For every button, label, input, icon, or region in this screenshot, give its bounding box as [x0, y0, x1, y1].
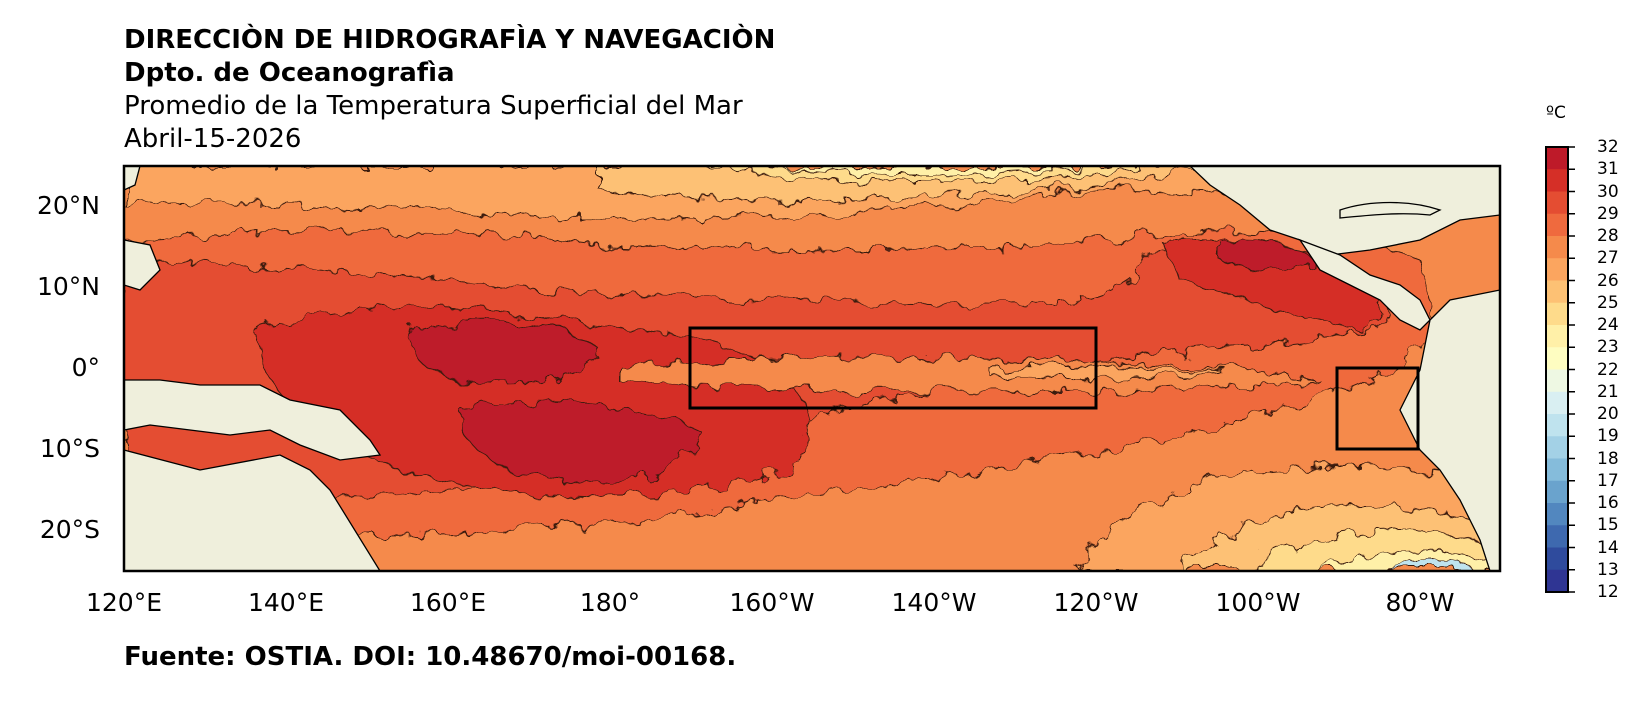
colorbar-segment: [1546, 525, 1568, 548]
lat-label-10s: 10°S: [39, 434, 100, 463]
land-cuba: [1339, 201, 1442, 219]
colorbar-segment: [1546, 369, 1568, 393]
colorbar-tick-label: 26: [1597, 270, 1619, 291]
colorbar-segment: [1546, 458, 1568, 482]
land-australia: [124, 449, 381, 571]
colorbar-tick-label: 27: [1597, 248, 1619, 269]
colorbar-segment: [1546, 236, 1568, 259]
colorbar-tick-label: 31: [1597, 159, 1619, 180]
colorbar-segment: [1546, 503, 1568, 526]
colorbar-tick-label: 25: [1597, 292, 1619, 313]
colorbar-segment: [1546, 191, 1568, 215]
colorbar-tick-label: 17: [1597, 470, 1619, 491]
land-philippines: [124, 239, 161, 291]
colorbar-segment: [1546, 480, 1568, 504]
title-department: Dpto. de Oceanografìa: [124, 58, 455, 88]
colorbar-segment: [1546, 347, 1568, 370]
map-title-block: DIRECCIÒN DE HIDROGRAFÌA Y NAVEGACIÒN Dp…: [124, 24, 775, 156]
colorbar-tick-label: 20: [1597, 404, 1619, 424]
colorbar-segment: [1546, 547, 1568, 571]
lon-label-120w: 120°W: [1053, 588, 1139, 617]
sst-contour-23: [759, 166, 1101, 176]
colorbar-segment: [1546, 258, 1568, 281]
lon-label-160e: 160°E: [409, 588, 487, 617]
land-central-america: [1298, 238, 1431, 331]
colorbar-segment: [1546, 569, 1568, 593]
lon-label-140e: 140°E: [247, 588, 325, 617]
lon-label-120e: 120°E: [85, 588, 163, 617]
nino34-box: [688, 326, 1098, 410]
lon-label-80w: 80°W: [1385, 588, 1455, 617]
colorbar-segment: [1546, 391, 1568, 415]
colorbar-segment: [1546, 414, 1568, 437]
title-date: Abril-15-2026: [124, 124, 302, 154]
colorbar-tick-label: 18: [1597, 448, 1619, 469]
lat-label-0: 0°: [71, 353, 100, 382]
lon-label-100w: 100°W: [1215, 588, 1301, 617]
colorbar-segment: [1546, 147, 1568, 170]
colorbar-tick-label: 23: [1597, 337, 1619, 358]
colorbar-segment: [1546, 213, 1568, 237]
sst-field: [124, 166, 1500, 571]
colorbar-segment: [1546, 436, 1568, 459]
sst-contour-31-west: [411, 319, 601, 385]
sst-cold-tongue-core: [989, 365, 1231, 379]
land-new-guinea: [124, 379, 382, 461]
lon-label-140w: 140°W: [891, 588, 977, 617]
map-frame: [122, 164, 1502, 573]
colorbar-tick-label: 16: [1597, 493, 1619, 513]
colorbar-tick-label: 32: [1597, 137, 1619, 157]
lat-label-10n: 10°N: [36, 272, 100, 301]
sst-contour-19-se: [1389, 562, 1471, 571]
colorbar-tick-label: 30: [1597, 181, 1619, 202]
title-description: Promedio de la Temperatura Superficial d…: [124, 91, 743, 121]
colorbar-tick-label: 22: [1597, 359, 1619, 380]
lat-label-20n: 20°N: [36, 191, 100, 220]
nino12-box: [1335, 366, 1420, 451]
lon-label-180: 180°: [579, 588, 641, 617]
colorbar-tick-label: 21: [1597, 381, 1619, 402]
colorbar-tick-label: 29: [1597, 203, 1619, 224]
colorbar-tick-label: 28: [1597, 226, 1619, 246]
colorbar-tick-label: 12: [1597, 582, 1619, 602]
colorbar-segment: [1546, 325, 1568, 348]
colorbar: [1545, 146, 1575, 593]
colorbar-segment: [1546, 169, 1568, 192]
colorbar-segment: [1546, 280, 1568, 304]
sst-contour-31-south: [459, 401, 701, 482]
colorbar-tick-label: 13: [1597, 559, 1619, 580]
lon-label-160w: 160°W: [729, 588, 815, 617]
colorbar-tick-label: 24: [1597, 315, 1619, 335]
land: [124, 166, 1500, 571]
land-asia: [124, 166, 141, 191]
colorbar-segment: [1546, 302, 1568, 326]
sst-cold-tongue: [619, 356, 1321, 393]
colorbar-tick-label: 14: [1597, 537, 1619, 558]
title-institution: DIRECCIÒN DE HIDROGRAFÌA Y NAVEGACIÒN: [124, 25, 776, 55]
source-citation: Fuente: OSTIA. DOI: 10.48670/moi-00168.: [124, 642, 737, 672]
colorbar-tick-label: 15: [1597, 515, 1619, 536]
colorbar-tick-label: 19: [1597, 426, 1619, 447]
lat-label-20s: 20°S: [39, 515, 100, 544]
colorbar-unit: ºC: [1546, 103, 1566, 123]
